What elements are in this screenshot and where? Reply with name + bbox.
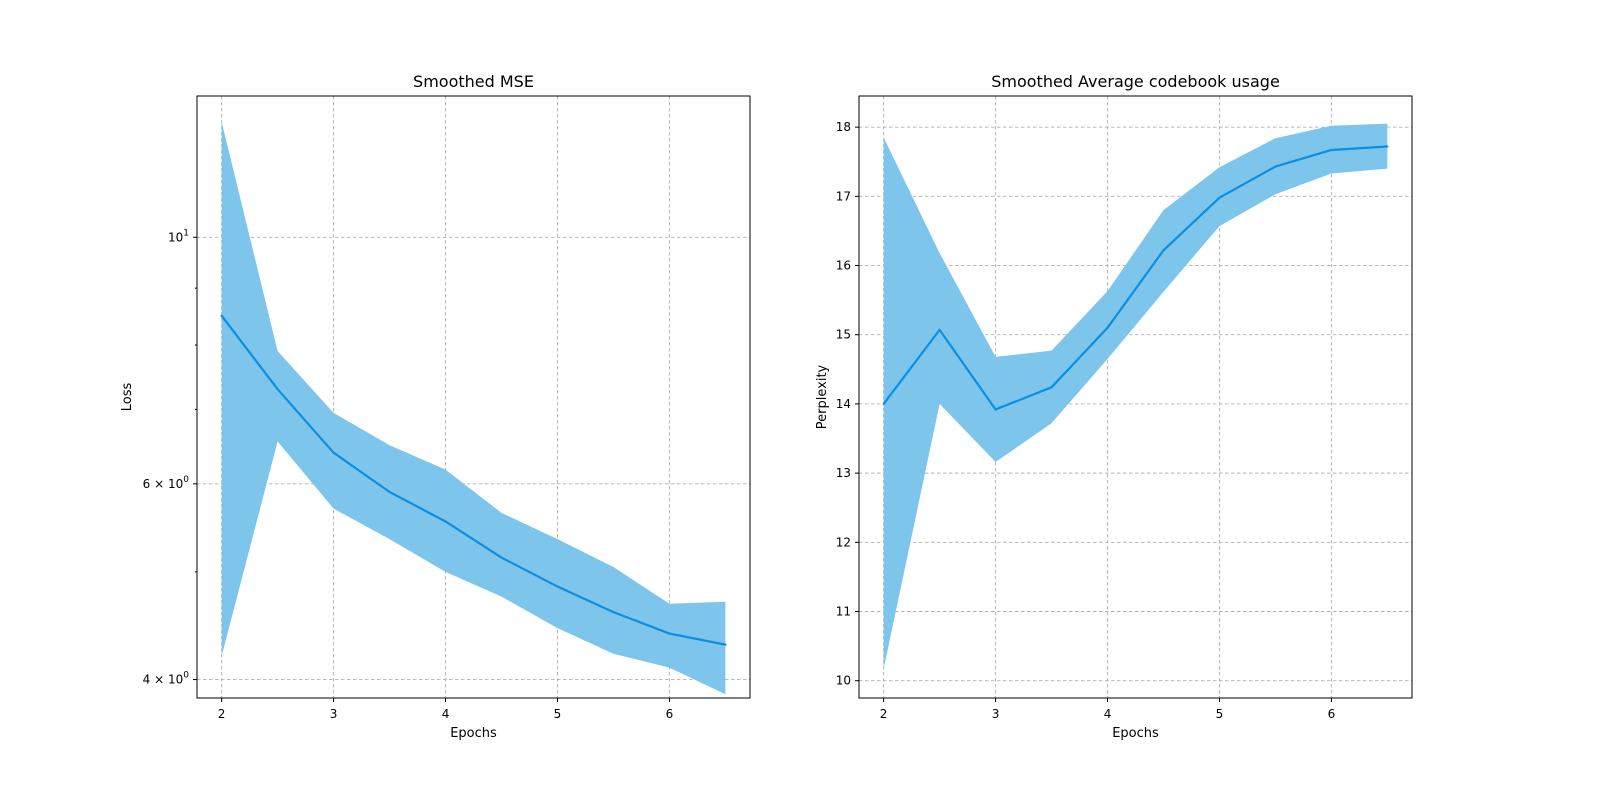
- data-point: [276, 388, 279, 391]
- x-axis-label: Epochs: [450, 726, 497, 741]
- data-point: [938, 328, 941, 331]
- data-point: [724, 643, 727, 646]
- series-line: [882, 145, 1388, 411]
- y-tick-label: 17: [836, 189, 851, 203]
- line-layer: [882, 145, 1389, 411]
- grid-layer: [197, 96, 750, 698]
- x-tick-label: 5: [554, 707, 562, 721]
- confidence-band: [221, 121, 726, 695]
- confidence-band: [883, 123, 1388, 669]
- chart-panel-perplexity: 2 3 4 5 6 10 11 12 13 14 15 16 17 18 Smoothed Average…: [815, 72, 1413, 741]
- y-tick-base: 6 × 10: [143, 477, 184, 491]
- y-tick-label: 11: [836, 605, 851, 619]
- x-tick-label: 2: [218, 707, 226, 721]
- y-tick-base: 13: [836, 466, 851, 480]
- y-tick-label: 13: [836, 466, 851, 480]
- band-layer: [883, 123, 1388, 669]
- y-tick-base: 14: [836, 397, 851, 411]
- y-tick-exponent: 0: [183, 671, 189, 681]
- y-tick-exponent: 1: [183, 228, 189, 238]
- y-tick-base: 10: [836, 674, 851, 688]
- y-tick-label: 14: [836, 397, 851, 411]
- x-tick-label: 4: [1104, 707, 1112, 721]
- y-axis-label: Loss: [120, 383, 135, 412]
- axes-frame: [196, 95, 751, 699]
- y-tick-label: 101: [168, 228, 189, 244]
- y-tick-exponent: 0: [183, 475, 189, 485]
- data-point: [1106, 326, 1109, 329]
- data-point: [1386, 145, 1389, 148]
- x-tick-label: 3: [992, 707, 1000, 721]
- y-tick-label: 12: [836, 535, 851, 549]
- data-point: [668, 632, 671, 635]
- y-axis-label: Perplexity: [815, 364, 830, 429]
- y-tick-label: 18: [836, 120, 851, 134]
- x-tick-label: 3: [330, 707, 338, 721]
- y-tick-base: 17: [836, 189, 851, 203]
- data-point: [1050, 386, 1053, 389]
- y-tick-label: 16: [836, 259, 851, 273]
- y-tick-label: 6 × 100: [143, 475, 190, 491]
- data-point: [1218, 196, 1221, 199]
- data-point: [556, 585, 559, 588]
- y-tick-base: 18: [836, 120, 851, 134]
- y-tick-label: 10: [836, 674, 851, 688]
- y-tick-label: 4 × 100: [143, 671, 190, 687]
- y-tick-base: 10: [168, 230, 183, 244]
- y-tick-base: 12: [836, 535, 851, 549]
- series-line: [220, 315, 726, 646]
- axes-frame: [858, 95, 1413, 699]
- chart-title: Smoothed MSE: [413, 72, 534, 91]
- line-layer: [220, 314, 727, 646]
- y-tick-label: 15: [836, 328, 851, 342]
- data-point: [612, 610, 615, 614]
- x-tick-label: 5: [1216, 707, 1224, 721]
- band-layer: [221, 121, 726, 695]
- x-tick-label: 6: [666, 707, 674, 721]
- x-tick-label: 4: [442, 707, 450, 721]
- x-axis-label: Epochs: [1112, 726, 1159, 741]
- data-point: [444, 520, 447, 523]
- chart-title: Smoothed Average codebook usage: [991, 72, 1280, 91]
- y-tick-base: 15: [836, 328, 851, 342]
- data-point: [1274, 165, 1277, 168]
- data-point: [220, 314, 223, 317]
- data-point: [500, 556, 503, 559]
- tick-layer: 2 3 4 5 6 10 11 12 13 14 15 16 17 18: [836, 120, 1336, 721]
- data-point: [1162, 249, 1165, 252]
- data-point: [388, 490, 391, 494]
- y-tick-base: 16: [836, 259, 851, 273]
- data-point: [1330, 148, 1333, 152]
- y-tick-base: 11: [836, 605, 851, 619]
- y-tick-base: 4 × 10: [143, 673, 184, 687]
- data-point: [332, 451, 335, 454]
- x-tick-label: 2: [880, 707, 888, 721]
- x-tick-label: 6: [1328, 707, 1336, 721]
- data-point: [994, 408, 997, 411]
- data-point: [882, 402, 885, 406]
